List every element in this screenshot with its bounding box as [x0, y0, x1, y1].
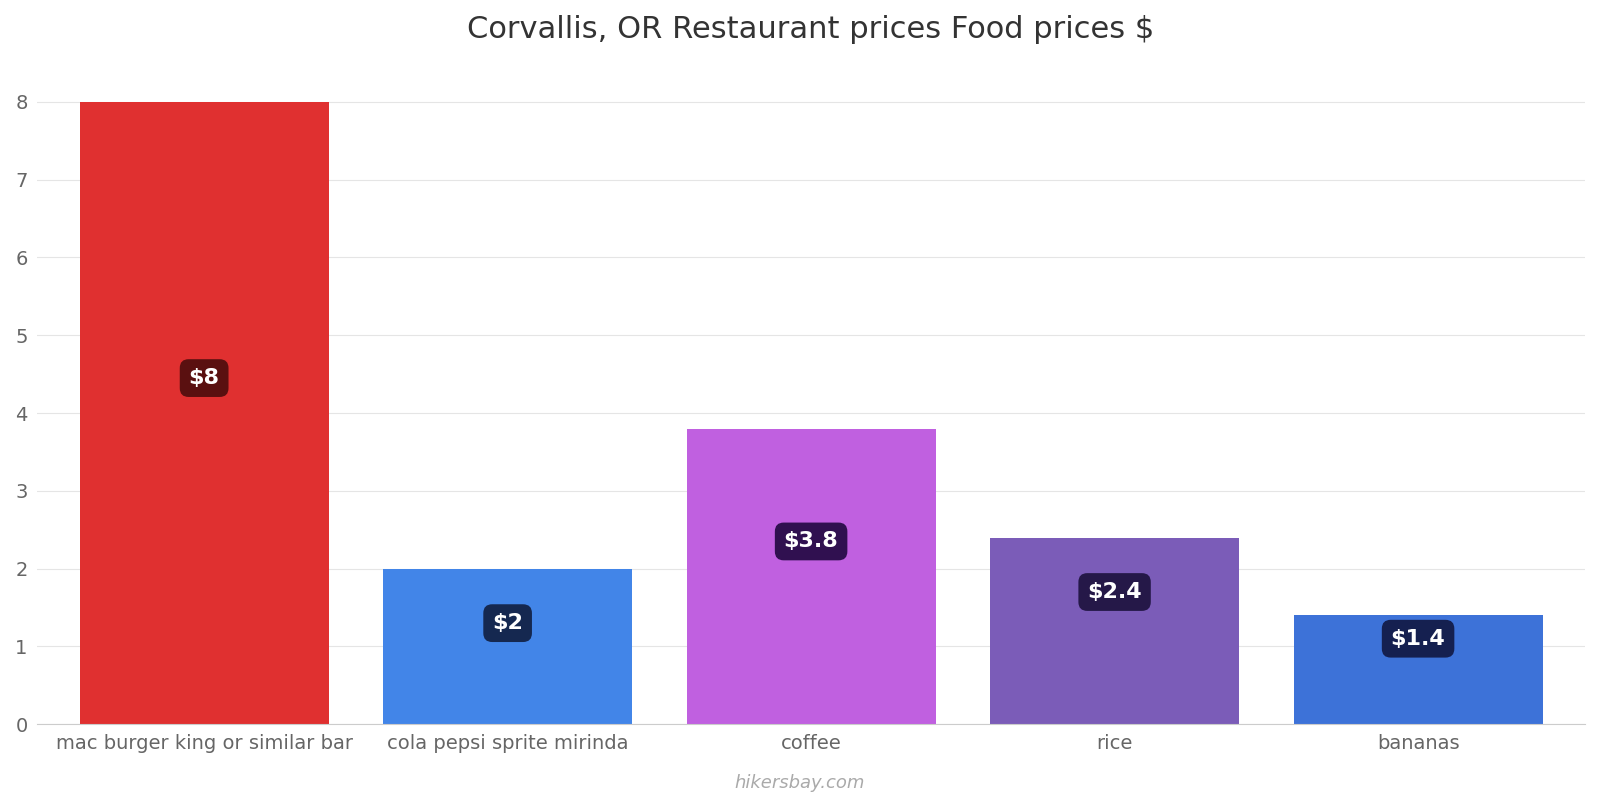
Bar: [990, 538, 1238, 724]
Text: $2.4: $2.4: [1088, 582, 1142, 602]
Text: $8: $8: [189, 368, 219, 388]
Bar: [80, 102, 328, 724]
Text: hikersbay.com: hikersbay.com: [734, 774, 866, 792]
Bar: [686, 429, 936, 724]
Bar: [382, 569, 632, 724]
Text: $2: $2: [493, 613, 523, 633]
Title: Corvallis, OR Restaurant prices Food prices $: Corvallis, OR Restaurant prices Food pri…: [467, 15, 1155, 44]
Bar: [1294, 615, 1542, 724]
Text: $3.8: $3.8: [784, 531, 838, 551]
Text: $1.4: $1.4: [1390, 629, 1445, 649]
